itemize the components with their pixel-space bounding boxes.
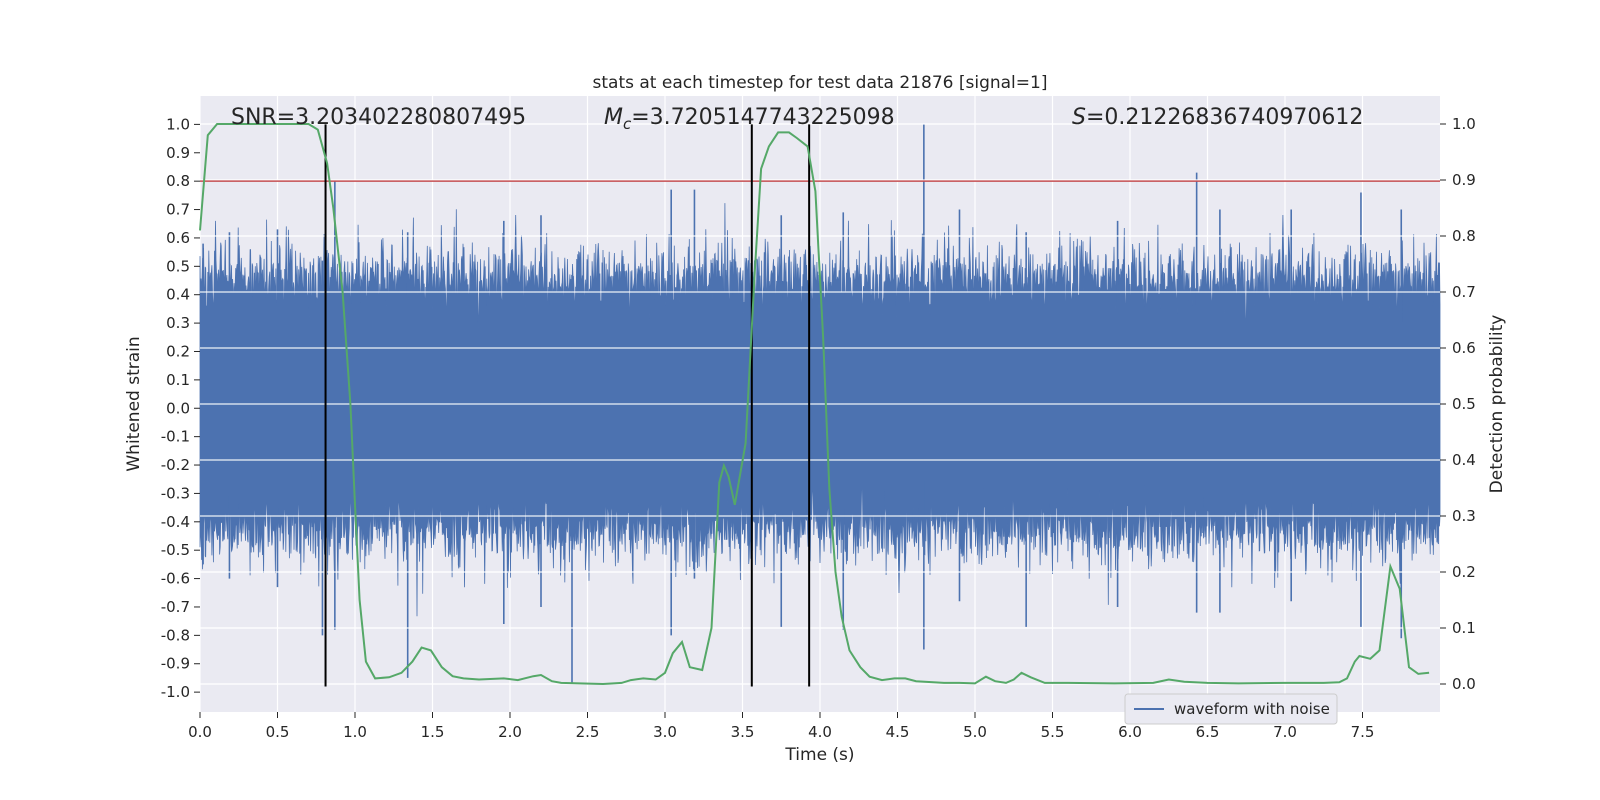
y-axis-label-left: Whitened strain xyxy=(124,336,144,471)
mc-value: =3.7205147743225098 xyxy=(631,105,894,130)
y-left-tick-label: -0.7 xyxy=(161,598,190,616)
y-right-tick-label: 0.2 xyxy=(1452,563,1476,581)
x-tick-label: 3.5 xyxy=(731,723,755,741)
mc-symbol: M xyxy=(604,105,623,130)
y-axis-label-right: Detection probability xyxy=(1487,315,1507,494)
y-left-tick-label: -1.0 xyxy=(161,683,190,701)
mc-subscript: c xyxy=(623,115,632,133)
y-left-tick-label: 1.0 xyxy=(166,115,190,133)
x-tick-label: 2.0 xyxy=(498,723,522,741)
y-left-tick-label: -0.6 xyxy=(161,570,190,588)
y-left-tick-label: -0.1 xyxy=(161,428,190,446)
y-left-tick-label: 0.0 xyxy=(166,399,190,417)
chart-title: stats at each timestep for test data 218… xyxy=(593,73,1048,93)
x-tick-label: 5.0 xyxy=(963,723,987,741)
y-left-tick-label: -0.4 xyxy=(161,513,190,531)
x-tick-label: 0.5 xyxy=(266,723,290,741)
y-left-tick-label: 0.5 xyxy=(166,257,190,275)
y-right-tick-label: 0.9 xyxy=(1452,171,1476,189)
x-axis-label: Time (s) xyxy=(784,745,854,765)
x-tick-label: 1.5 xyxy=(421,723,445,741)
y-right-tick-label: 0.8 xyxy=(1452,227,1476,245)
y-right-tick-label: 0.1 xyxy=(1452,619,1476,637)
y-left-tick-label: 0.9 xyxy=(166,144,190,162)
x-tick-label: 5.5 xyxy=(1041,723,1065,741)
x-tick-label: 7.5 xyxy=(1351,723,1375,741)
y-left-tick-label: -0.9 xyxy=(161,655,190,673)
y-left-tick-label: -0.8 xyxy=(161,626,190,644)
snr-annotation: SNR=3.203402280807495 xyxy=(231,105,526,130)
y-left-tick-label: -0.5 xyxy=(161,541,190,559)
strain-series xyxy=(199,123,1441,685)
x-tick-label: 6.5 xyxy=(1196,723,1220,741)
x-tick-label: 7.0 xyxy=(1273,723,1297,741)
legend: waveform with noise xyxy=(1124,693,1338,725)
x-tick-label: 4.5 xyxy=(886,723,910,741)
legend-box xyxy=(1124,693,1338,725)
y-right-tick-label: 0.0 xyxy=(1452,675,1476,693)
y-left-tick-label: 0.6 xyxy=(166,229,190,247)
mc-annotation: Mc=3.7205147743225098 xyxy=(604,105,895,133)
x-tick-label: 1.0 xyxy=(343,723,367,741)
x-tick-label: 0.0 xyxy=(188,723,212,741)
y-left-tick-label: -0.3 xyxy=(161,484,190,502)
vertical-markers xyxy=(324,124,811,687)
y-left-tick-label: 0.2 xyxy=(166,342,190,360)
x-tick-label: 2.5 xyxy=(576,723,600,741)
y-right-tick-labels: 1.0 0.9 0.8 0.7 0.6 0.5 0.4 0.3 0.2 0.1 0.0 xyxy=(1440,115,1476,693)
probability-series-line xyxy=(199,123,1430,686)
x-tick-label: 4.0 xyxy=(808,723,832,741)
y-right-tick-label: 0.7 xyxy=(1452,283,1476,301)
snr-prefix: SNR= xyxy=(231,105,295,130)
y-right-tick-label: 0.6 xyxy=(1452,339,1476,357)
y-right-tick-label: 1.0 xyxy=(1452,115,1476,133)
s-annotation: S=0.21226836740970612 xyxy=(1072,105,1363,130)
y-left-tick-label: 0.3 xyxy=(166,314,190,332)
y-right-tick-label: 0.5 xyxy=(1452,395,1476,413)
y-left-tick-label: 0.7 xyxy=(166,201,190,219)
y-right-tick-label: 0.3 xyxy=(1452,507,1476,525)
y-left-tick-label: 0.1 xyxy=(166,371,190,389)
snr-value: 3.203402280807495 xyxy=(295,105,526,130)
x-tick-label: 3.0 xyxy=(653,723,677,741)
y-left-tick-label: 0.4 xyxy=(166,286,190,304)
y-right-tick-label: 0.4 xyxy=(1452,451,1476,469)
x-tick-labels: 0.0 0.5 1.0 1.5 2.0 2.5 3.0 3.5 4.0 4.5 5.0 5.5 6.0 6… xyxy=(188,712,1374,741)
legend-label: waveform with noise xyxy=(1174,700,1330,718)
y-left-tick-label: -0.2 xyxy=(161,456,190,474)
y-left-tick-label: 0.8 xyxy=(166,172,190,190)
s-value: =0.21226836740970612 xyxy=(1086,105,1363,130)
x-tick-label: 6.0 xyxy=(1118,723,1142,741)
s-symbol: S xyxy=(1072,105,1086,130)
y-left-tick-labels: 1.0 0.9 0.8 0.7 0.6 0.5 0.4 0.3 0.2 0.1 0.0 -0.1 -0.… xyxy=(161,115,200,701)
